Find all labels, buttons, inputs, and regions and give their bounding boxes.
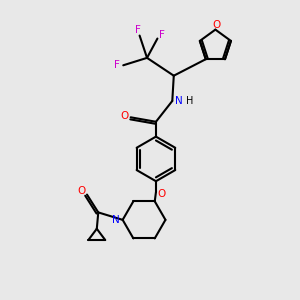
Text: O: O bbox=[120, 111, 128, 121]
Text: H: H bbox=[186, 96, 193, 106]
Text: N: N bbox=[175, 96, 183, 106]
Text: F: F bbox=[159, 30, 165, 40]
Text: F: F bbox=[135, 25, 141, 35]
Text: O: O bbox=[213, 20, 221, 30]
Text: O: O bbox=[158, 189, 166, 199]
Text: O: O bbox=[77, 186, 86, 196]
Text: F: F bbox=[114, 60, 120, 70]
Text: N: N bbox=[112, 215, 120, 225]
